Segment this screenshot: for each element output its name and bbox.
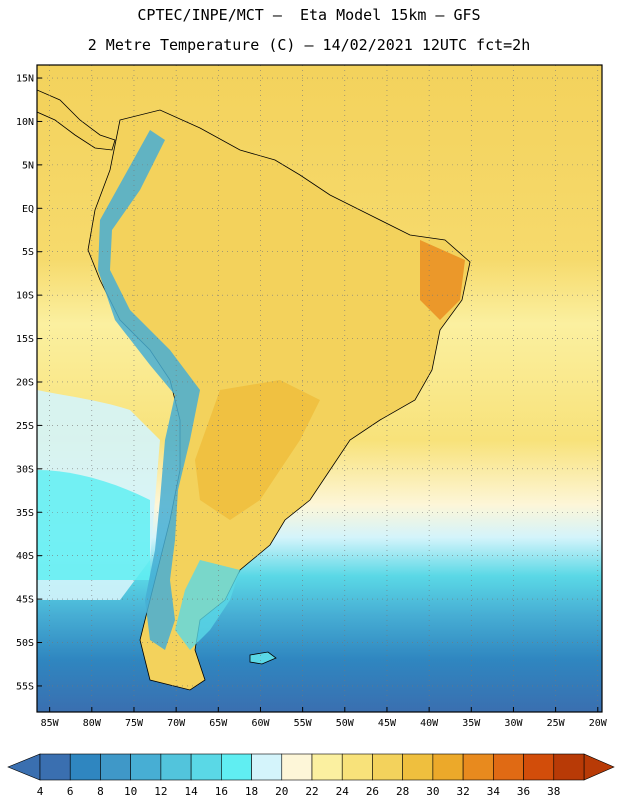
lon-tick-label: 75W <box>125 718 144 729</box>
colorbar-label: 36 <box>517 785 530 798</box>
colorbar-swatch <box>432 753 464 781</box>
colorbar-swatch <box>69 753 101 781</box>
colorbar-label: 12 <box>154 785 167 798</box>
colorbar-swatch <box>523 753 555 781</box>
colorbar-swatch <box>402 753 434 781</box>
lat-tick-label: 5N <box>22 160 34 171</box>
lat-tick-label: 55S <box>16 681 34 692</box>
lat-tick-label: 50S <box>16 638 34 649</box>
colorbar-swatch <box>311 753 343 781</box>
lat-tick-label: 25S <box>16 421 34 432</box>
chart-title-line2: 2 Metre Temperature (C) — 14/02/2021 12U… <box>87 36 531 54</box>
lon-tick-label: 40W <box>420 718 439 729</box>
lat-tick-label: EQ <box>22 204 34 215</box>
colorbar-label: 22 <box>305 785 318 798</box>
lon-tick-label: 45W <box>378 718 397 729</box>
colorbar-label: 20 <box>275 785 288 798</box>
lat-tick-label: 35S <box>16 508 34 519</box>
colorbar-high-arrow <box>583 753 615 781</box>
lon-tick-label: 25W <box>547 718 566 729</box>
colorbar-label: 30 <box>426 785 439 798</box>
colorbar-swatch <box>493 753 524 781</box>
colorbar-label: 16 <box>215 785 228 798</box>
map-frame <box>36 64 603 713</box>
lon-tick-label: 65W <box>209 718 228 729</box>
colorbar-swatch <box>251 753 283 781</box>
lat-tick-label: 5S <box>22 247 34 258</box>
colorbar-swatch <box>190 753 222 781</box>
colorbar-label: 8 <box>97 785 104 798</box>
lat-tick-label: 45S <box>16 595 34 606</box>
colorbar-swatch <box>221 753 252 781</box>
colorbar-swatch <box>39 753 71 781</box>
colorbar-swatch <box>160 753 192 781</box>
central-america-land <box>37 89 116 151</box>
colorbar-label: 6 <box>67 785 74 798</box>
colorbar-swatch <box>553 753 585 781</box>
colorbar-swatch <box>130 753 162 781</box>
lon-tick-label: 50W <box>336 718 355 729</box>
lon-tick-label: 80W <box>83 718 102 729</box>
chart-title-line1: CPTEC/INPE/MCT — Eta Model 15km — GFS <box>137 6 481 24</box>
colorbar-swatch <box>372 753 403 781</box>
hot-interior-area <box>195 380 320 520</box>
lat-tick-label: 30S <box>16 464 34 475</box>
colorbar-label: 34 <box>487 785 501 798</box>
colorbar-label: 38 <box>547 785 560 798</box>
hot-northeast-area <box>420 240 465 320</box>
colorbar-label: 26 <box>366 785 379 798</box>
colorbar-label: 18 <box>245 785 258 798</box>
colorbar-label: 32 <box>456 785 469 798</box>
lat-tick-label: 40S <box>16 551 34 562</box>
patagonia-cool-area <box>175 560 240 650</box>
lon-tick-label: 20W <box>589 718 608 729</box>
lon-tick-label: 60W <box>251 718 270 729</box>
colorbar-swatch <box>281 753 313 781</box>
colorbar: 4 6 8 10 12 14 16 18 20 22 24 26 28 30 32 34 36 38 <box>7 753 615 798</box>
lat-tick-label: 10S <box>16 291 34 302</box>
colorbar-label: 28 <box>396 785 409 798</box>
graticule <box>37 65 602 712</box>
andes-cold-strip <box>98 130 200 650</box>
colorbar-swatch <box>462 753 494 781</box>
colorbar-label: 14 <box>184 785 198 798</box>
latitude-ticks: 15N 10N 5N EQ 5S 10S 15S 20S 25S 30S 35S 40S 45S 50S 5… <box>16 74 42 692</box>
colorbar-label: 24 <box>336 785 350 798</box>
lat-tick-label: 15N <box>16 74 34 85</box>
falkland-islands <box>249 651 277 665</box>
lon-tick-label: 85W <box>41 718 60 729</box>
colorbar-low-arrow <box>7 753 41 781</box>
lon-tick-label: 70W <box>167 718 186 729</box>
colorbar-swatch <box>341 753 373 781</box>
colorbar-label: 10 <box>124 785 137 798</box>
lon-tick-label: 30W <box>504 718 523 729</box>
longitude-ticks: 85W 80W 75W 70W 65W 60W 55W 50W 45W 40W 35W 30W 25W 2… <box>41 707 608 729</box>
lat-tick-label: 10N <box>16 117 34 128</box>
lat-tick-label: 15S <box>16 334 34 345</box>
lon-tick-label: 35W <box>462 718 481 729</box>
lat-tick-label: 20S <box>16 377 34 388</box>
colorbar-label: 4 <box>37 785 44 798</box>
lon-tick-label: 55W <box>294 718 313 729</box>
pacific-cooler-area <box>37 470 150 580</box>
colorbar-swatch <box>100 753 131 781</box>
